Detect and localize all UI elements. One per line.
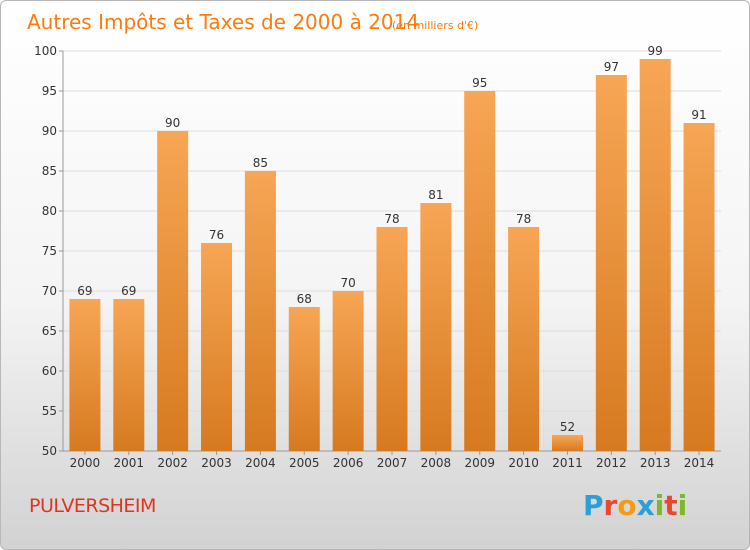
ytick-label: 65 xyxy=(42,324,57,338)
bar-2008 xyxy=(420,203,452,451)
data-label-2004: 85 xyxy=(253,156,268,170)
logo-letter: i xyxy=(654,489,665,522)
xtick-label: 2005 xyxy=(289,456,320,470)
ytick-label: 90 xyxy=(42,124,57,138)
data-label-2008: 81 xyxy=(428,188,443,202)
data-label-2012: 97 xyxy=(604,60,619,74)
xtick-label: 2003 xyxy=(201,456,232,470)
bar-2014 xyxy=(683,123,715,451)
xtick-label: 2011 xyxy=(552,456,583,470)
data-label-2010: 78 xyxy=(516,212,531,226)
bar-2009 xyxy=(464,91,496,451)
data-label-2005: 68 xyxy=(297,292,312,306)
logo-letter: t xyxy=(664,489,678,522)
xtick-label: 2004 xyxy=(245,456,276,470)
bar-2013 xyxy=(639,59,671,451)
logo-letter: P xyxy=(583,489,604,522)
xtick-label: 2006 xyxy=(333,456,364,470)
data-label-2001: 69 xyxy=(121,284,136,298)
data-labels: 69 69 90 76 85 68 70 78 81 95 78 52 97 99 91 xyxy=(77,44,706,434)
ytick-label: 100 xyxy=(34,44,57,58)
xtick-label: 2012 xyxy=(596,456,627,470)
logo-letter: r xyxy=(603,489,618,522)
data-label-2009: 95 xyxy=(472,76,487,90)
logo-letter: o xyxy=(617,489,637,522)
bar-2000 xyxy=(69,299,101,451)
data-label-2003: 76 xyxy=(209,228,224,242)
xtick-label: 2014 xyxy=(684,456,715,470)
data-label-2014: 91 xyxy=(691,108,706,122)
xtick-label: 2009 xyxy=(464,456,495,470)
bar-2003 xyxy=(201,243,233,451)
xtick-label: 2001 xyxy=(114,456,145,470)
bar-2007 xyxy=(376,227,408,451)
data-label-2006: 70 xyxy=(340,276,355,290)
logo-letter: i xyxy=(677,489,688,522)
bar-2006 xyxy=(332,291,364,451)
logo-letter: x xyxy=(636,489,655,522)
proxiti-logo: Proxiti xyxy=(583,489,687,522)
data-label-2002: 90 xyxy=(165,116,180,130)
commune-name: PULVERSHEIM xyxy=(29,495,156,517)
bar-2002 xyxy=(157,131,189,451)
xtick-label: 2013 xyxy=(640,456,671,470)
ytick-label: 75 xyxy=(42,244,57,258)
xtick-label: 2000 xyxy=(70,456,101,470)
bar-2012 xyxy=(595,75,627,451)
ytick-label: 85 xyxy=(42,164,57,178)
xtick-label: 2007 xyxy=(377,456,408,470)
xtick-label: 2008 xyxy=(421,456,452,470)
ytick-label: 50 xyxy=(42,444,57,458)
ytick-label: 70 xyxy=(42,284,57,298)
ytick-label: 60 xyxy=(42,364,57,378)
bar-2005 xyxy=(288,307,320,451)
data-label-2011: 52 xyxy=(560,420,575,434)
data-label-2000: 69 xyxy=(77,284,92,298)
ytick-label: 55 xyxy=(42,404,57,418)
bar-2011 xyxy=(551,435,583,451)
axes: 50 55 60 65 70 75 80 85 90 95 100 2000 2001 2002 2003 2… xyxy=(34,44,721,470)
xtick-label: 2002 xyxy=(157,456,188,470)
chart-title: Autres Impôts et Taxes de 2000 à 2014 xyxy=(27,10,419,34)
data-label-2007: 78 xyxy=(384,212,399,226)
bar-2004 xyxy=(244,171,276,451)
bar-2001 xyxy=(113,299,145,451)
ytick-label: 80 xyxy=(42,204,57,218)
ytick-label: 95 xyxy=(42,84,57,98)
xtick-label: 2010 xyxy=(508,456,539,470)
chart-unit: (en milliers d'€) xyxy=(392,19,478,32)
data-label-2013: 99 xyxy=(648,44,663,58)
bars xyxy=(69,59,715,451)
bar-2010 xyxy=(508,227,540,451)
